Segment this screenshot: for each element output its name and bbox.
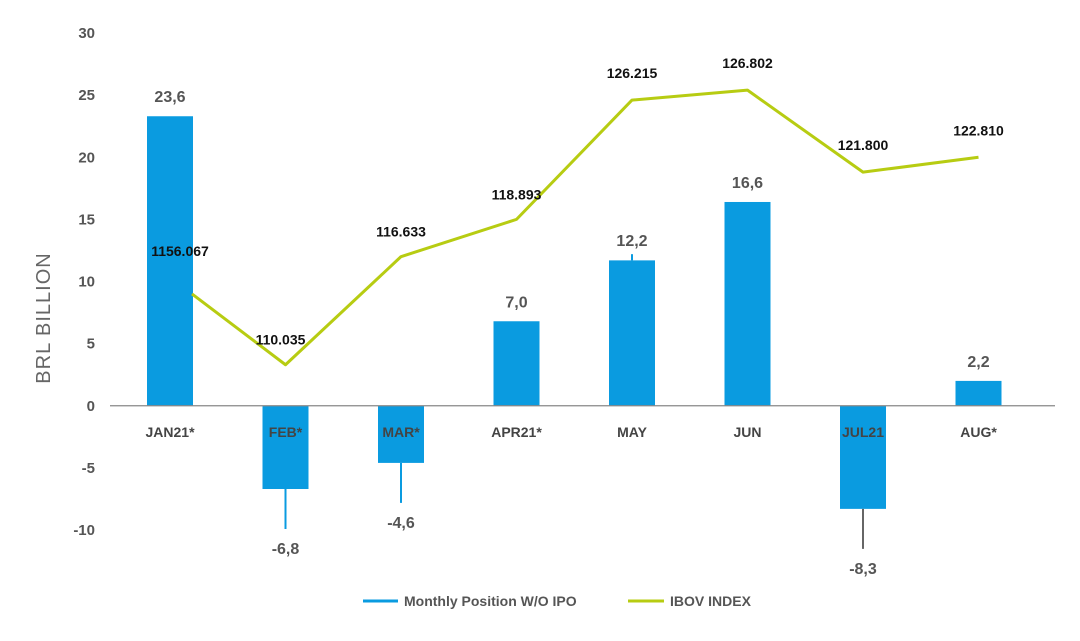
x-tick-label: MAY xyxy=(617,424,647,440)
bar xyxy=(262,405,309,489)
line-value-label: 110.035 xyxy=(256,332,306,348)
x-tick-label: FEB* xyxy=(269,424,303,440)
bar xyxy=(840,405,886,509)
bars-group xyxy=(147,116,1002,509)
x-tick-label: JUL21 xyxy=(842,424,884,440)
line-value-label: 116.633 xyxy=(376,224,426,240)
bar xyxy=(724,201,771,406)
line-value-label: 118.893 xyxy=(492,186,542,202)
bar xyxy=(609,260,655,406)
bar-value-label: 2,2 xyxy=(967,354,989,371)
line-value-label: 1156.067 xyxy=(151,243,209,259)
bar-value-label: 12,2 xyxy=(616,233,647,250)
x-tick-label: JUN xyxy=(733,424,761,440)
line-labels-group: 1156.067 110.035 116.633 118.893 126.215 126.… xyxy=(151,55,1004,348)
bar-value-label: -8,3 xyxy=(849,561,877,578)
y-tick-label: 30 xyxy=(78,25,95,42)
line-value-label: 122.810 xyxy=(953,122,1004,138)
y-tick-label: 0 xyxy=(87,398,95,415)
bar xyxy=(493,321,540,406)
y-axis-title: BRL BILLION xyxy=(33,252,55,383)
bar-labels-group: 23,6 -6,8 -4,6 7,0 12,2 16,6 -8,3 2,2 xyxy=(154,89,989,578)
bar-value-label: 7,0 xyxy=(505,294,527,311)
line-value-label: 126.215 xyxy=(607,65,658,81)
y-tick-label: 10 xyxy=(78,274,95,291)
legend-label-ibov-index: IBOV INDEX xyxy=(670,593,752,609)
y-ticks-group: 30 25 20 15 10 5 0 -5 -10 xyxy=(73,25,95,539)
x-tick-label: APR21* xyxy=(491,424,542,440)
legend-label-monthly-position: Monthly Position W/O IPO xyxy=(404,593,577,609)
ibov-index-line xyxy=(191,88,979,367)
bar-value-label: -6,8 xyxy=(272,541,300,558)
bar-value-label: 16,6 xyxy=(732,175,763,192)
x-tick-label: JAN21* xyxy=(145,424,195,440)
x-ticks-group: JAN21* FEB* MAR* APR21* MAY JUN JUL21 AUG* xyxy=(145,424,997,440)
y-tick-label: -5 xyxy=(82,460,95,477)
bar-value-label: -4,6 xyxy=(387,515,415,532)
y-tick-label: 15 xyxy=(78,211,95,228)
y-tick-label: -10 xyxy=(73,522,95,539)
line-value-label: 121.800 xyxy=(838,137,889,153)
y-tick-label: 5 xyxy=(87,336,95,353)
x-tick-label: MAR* xyxy=(382,424,420,440)
whiskers-group xyxy=(284,254,864,549)
bar xyxy=(147,116,193,406)
bar xyxy=(378,405,424,463)
bar-value-label: 23,6 xyxy=(154,89,185,106)
line-value-label: 126.802 xyxy=(722,55,773,71)
x-tick-label: AUG* xyxy=(960,424,997,440)
y-tick-label: 20 xyxy=(78,149,95,166)
y-tick-label: 25 xyxy=(78,87,95,104)
legend: Monthly Position W/O IPO IBOV INDEX xyxy=(363,593,752,609)
bar xyxy=(955,380,1002,406)
